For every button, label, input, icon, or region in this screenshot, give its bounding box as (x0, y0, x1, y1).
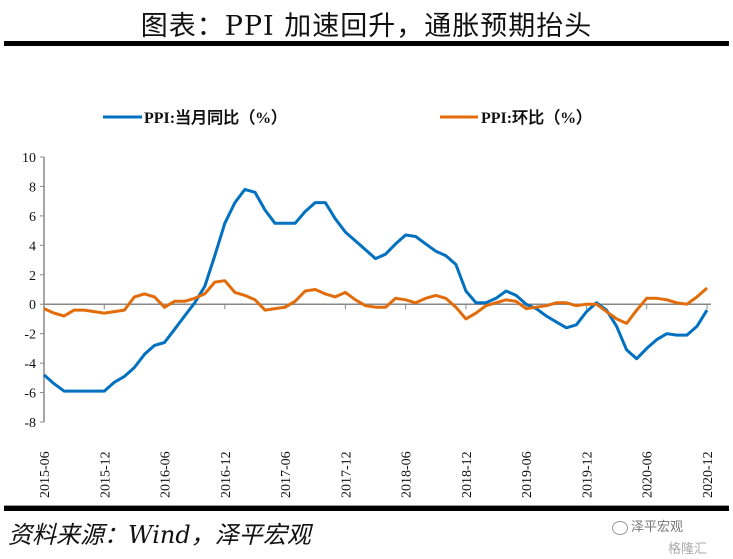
series-lines (43, 187, 709, 393)
x-tick-label: 2016-12 (219, 451, 234, 498)
x-tick-label: 2018-06 (400, 451, 415, 498)
y-tick-label: -8 (24, 416, 36, 431)
y-tick-label: 4 (29, 239, 36, 254)
x-tick-label: 2020-12 (701, 451, 716, 498)
x-tick-label: 2017-12 (339, 451, 354, 498)
chart-title: 图表：PPI 加速回升，通胀预期抬头 (140, 11, 593, 42)
y-tick-label: 6 (29, 210, 36, 225)
x-tick-label: 2017-06 (279, 451, 294, 498)
x-tick-label: 2019-06 (520, 451, 535, 498)
y-tick-label: 8 (29, 180, 36, 195)
x-tick-label: 2020-06 (641, 451, 656, 498)
legend-label-mom: PPI:环比（%） (481, 109, 592, 127)
watermark-gelonghui: 格隆汇 (668, 542, 708, 557)
axes (40, 156, 711, 423)
x-tick-label: 2019-12 (580, 451, 595, 498)
x-tick-labels: 2015-06 2015-12 2016-06 2016-12 2017-06 2017-… (38, 451, 716, 498)
y-tick-label: -4 (24, 357, 36, 372)
y-tick-label: -2 (24, 328, 36, 343)
x-tick-label: 2018-12 (460, 451, 475, 498)
wechat-icon (612, 520, 628, 535)
y-tick-labels: 10 8 6 4 2 0 -2 -4 -6 -8 (22, 151, 36, 431)
watermark-brand: 泽平宏观 (612, 520, 683, 535)
bottom-rule (4, 505, 729, 511)
source-note: 资料来源：Wind，泽平宏观 (8, 521, 311, 549)
legend: PPI:当月同比（%） PPI:环比（%） (103, 108, 592, 127)
x-tick-label: 2015-12 (98, 451, 113, 498)
x-tick-label: 2015-06 (38, 451, 53, 498)
y-tick-label: 2 (29, 269, 36, 284)
legend-label-yoy: PPI:当月同比（%） (144, 108, 287, 127)
y-tick-label: 10 (22, 151, 36, 166)
series-line-yoy (43, 187, 709, 393)
top-rule (4, 41, 729, 46)
x-tick-label: 2016-06 (159, 451, 174, 498)
y-tick-label: 0 (29, 298, 36, 313)
watermark-text: 泽平宏观 (631, 520, 684, 535)
series-line-mom (43, 279, 708, 325)
ppi-line-chart: PPI:当月同比（%） PPI:环比（%） 10 8 6 4 2 0 -2 -4 -6 -8 20… (22, 108, 716, 498)
y-tick-label: -6 (24, 387, 36, 402)
